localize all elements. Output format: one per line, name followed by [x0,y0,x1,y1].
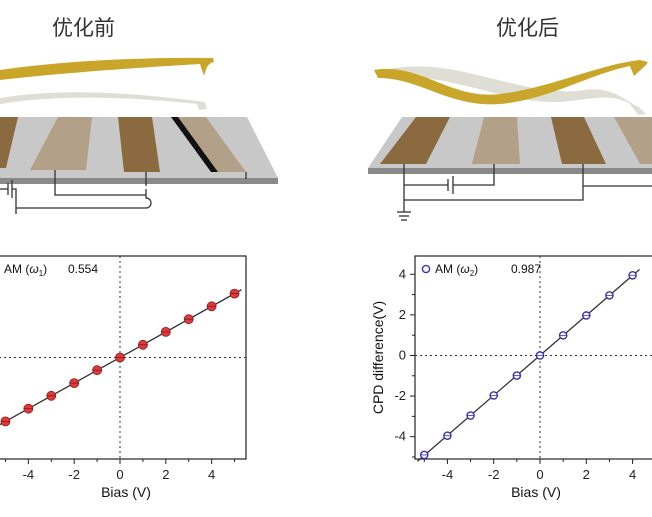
electrode-edge [171,117,218,172]
x-axis-label: Bias (V) [511,484,561,500]
x-tick-label: -4 [23,467,35,482]
right-chart: -4 -2 0 2 4 4 2 0 -2 -4 Bias (V) CPD difference(V) A… [370,255,652,500]
y-tick-label: 0 [399,347,406,362]
x-tick-label: 0 [116,467,123,482]
circuit-wiring [0,170,247,214]
x-tick-label: -2 [68,467,80,482]
electrode [551,117,606,164]
electrode [0,117,18,168]
circuit-wiring [397,164,652,221]
x-tick-label: -4 [442,467,454,482]
legend-marker [421,264,431,274]
x-axis-label: Bias (V) [101,484,151,500]
legend-value: 0.987 [511,262,541,276]
right-device-illustration [368,60,652,221]
y-axis-label: CPD difference(V) [370,301,386,414]
legend-label: AM (ω2) [435,262,478,278]
plot-frame [414,255,652,460]
right-panel-title: 优化后 [496,16,559,40]
x-tick-label: 4 [208,467,215,482]
ghost-cantilever [0,92,207,110]
y-tick-label: -4 [394,429,406,444]
electrode [30,117,92,170]
electrode [472,117,520,164]
legend-value: 0.554 [68,262,98,276]
x-tick-label: 2 [583,467,590,482]
y-tick-label: 4 [399,266,406,281]
x-tick-label: 2 [162,467,169,482]
fit-line [416,268,640,462]
ghost-cantilever [378,66,646,115]
y-tick-label: 2 [399,307,406,322]
x-tick-label: 0 [536,467,543,482]
cantilever [0,57,214,80]
electrode [118,117,160,172]
cantilever [374,60,648,105]
left-device-illustration [0,57,278,214]
y-tick-label: -2 [394,388,406,403]
left-chart: -4 -2 0 2 4 Bias (V) AM (ω1) 0.554 [0,255,247,500]
electrode [173,117,246,172]
legend-label: AM (ω1) [4,262,47,278]
electrode [614,117,652,164]
electrode [380,117,450,164]
substrate-edge [368,168,652,174]
left-panel-title: 优化前 [52,16,115,40]
x-tick-label: -2 [488,467,500,482]
substrate-edge [0,178,278,184]
x-tick-label: 4 [629,467,636,482]
